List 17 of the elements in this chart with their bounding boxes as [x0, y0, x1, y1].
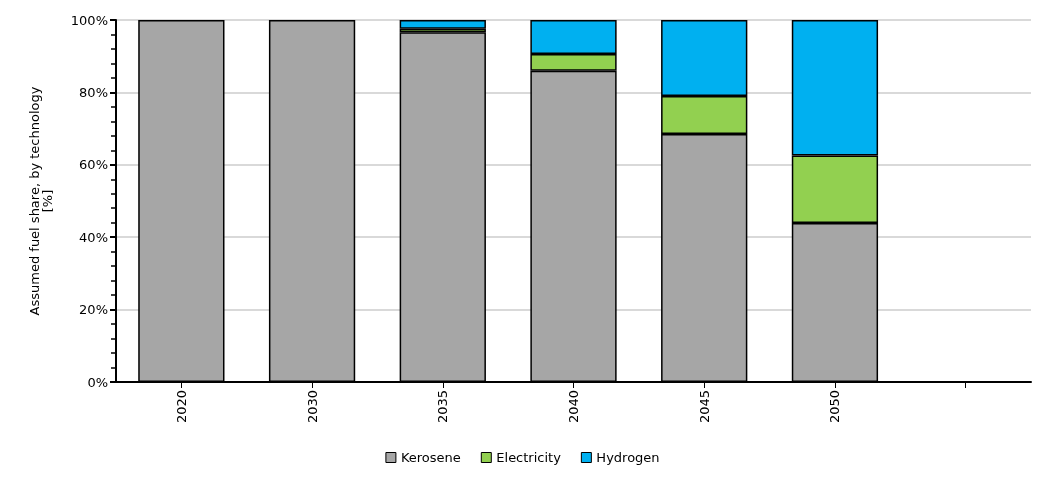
legend-label: Kerosene	[400, 450, 461, 465]
legend-label: Electricity	[496, 450, 562, 465]
y-axis-title: Assumed fuel share, by technology [%]	[27, 86, 55, 316]
y-tick-label: 100%	[70, 12, 108, 28]
legend-label: Hydrogen	[596, 450, 660, 465]
y-tick-label: 0%	[87, 374, 108, 390]
x-tick-label: 2030	[304, 390, 320, 424]
x-tick-label: 2035	[435, 390, 451, 424]
y-tick-label: 40%	[79, 229, 108, 245]
x-tick-label: 2050	[827, 390, 843, 424]
x-tick-label: 2040	[566, 390, 581, 424]
x-tick-label: 2020	[173, 390, 189, 424]
y-tick-label: 20%	[79, 302, 108, 318]
bar	[399, 20, 486, 29]
x-tick-label: 2045	[696, 390, 712, 424]
y-tick-label: 60%	[79, 157, 108, 173]
y-tick-label: 80%	[79, 84, 108, 100]
